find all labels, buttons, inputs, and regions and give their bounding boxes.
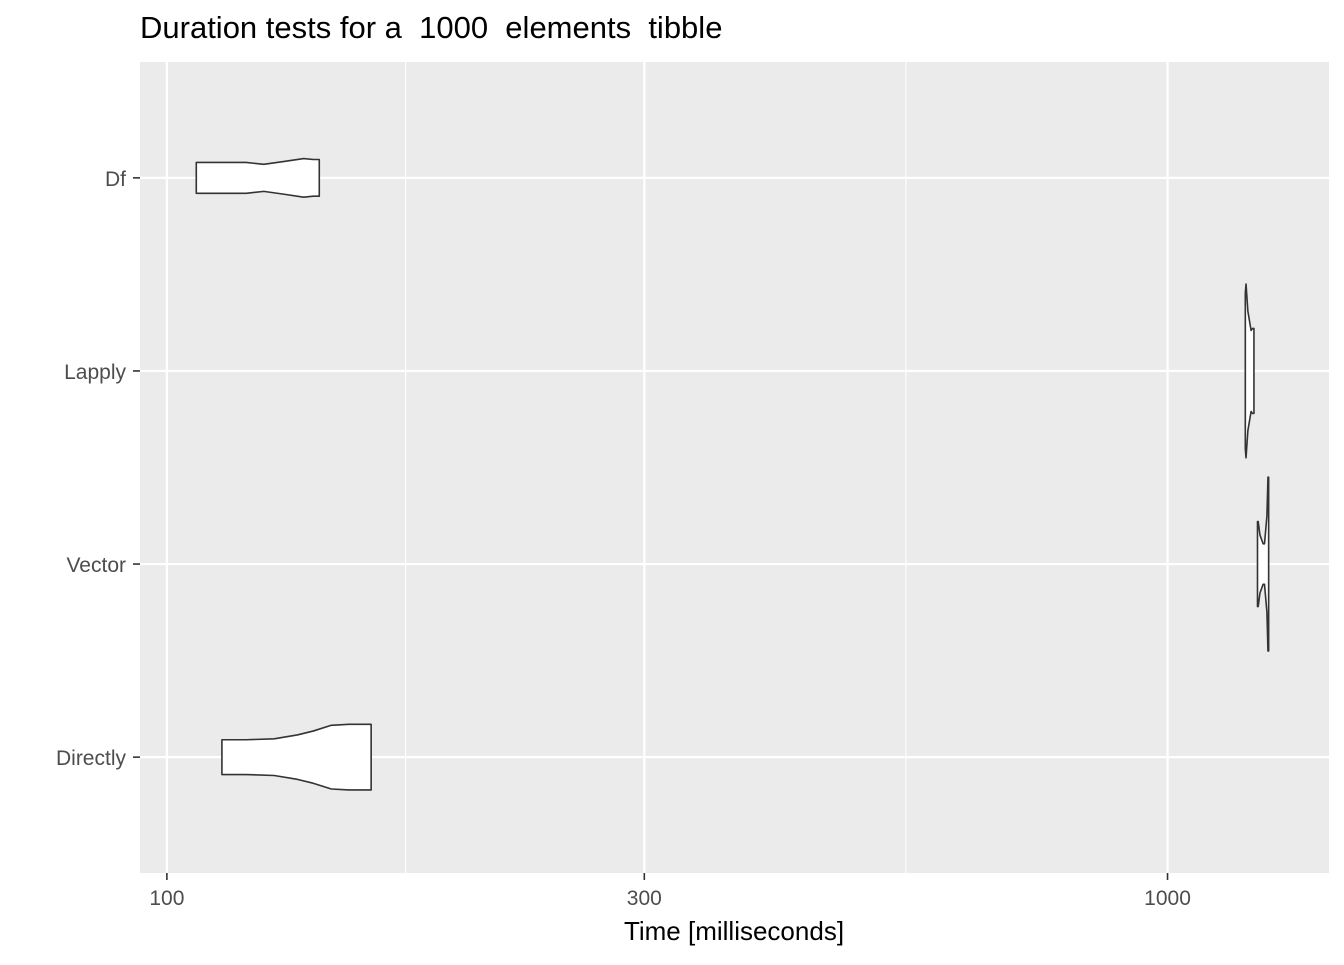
y-tick-label: Directly	[56, 747, 127, 770]
x-tick-label: 300	[627, 887, 662, 910]
violin-df	[195, 157, 321, 198]
violin-directly	[221, 723, 372, 791]
grid	[140, 62, 1329, 873]
y-tick-label: Df	[105, 168, 126, 191]
x-tick-label: 1000	[1144, 887, 1191, 910]
y-tick-label: Lapply	[64, 361, 126, 384]
violins	[195, 157, 1270, 791]
violin-lapply	[1244, 283, 1255, 459]
chart-title: Duration tests for a 1000 elements tibbl…	[140, 10, 723, 45]
violin-vector	[1256, 476, 1270, 652]
x-tick-label: 100	[149, 887, 184, 910]
x-axis-label: Time [milliseconds]	[624, 916, 844, 946]
y-tick-label: Vector	[66, 554, 126, 577]
axes: 100 300 1000 Directly Vector Lapply Df	[56, 168, 1191, 910]
